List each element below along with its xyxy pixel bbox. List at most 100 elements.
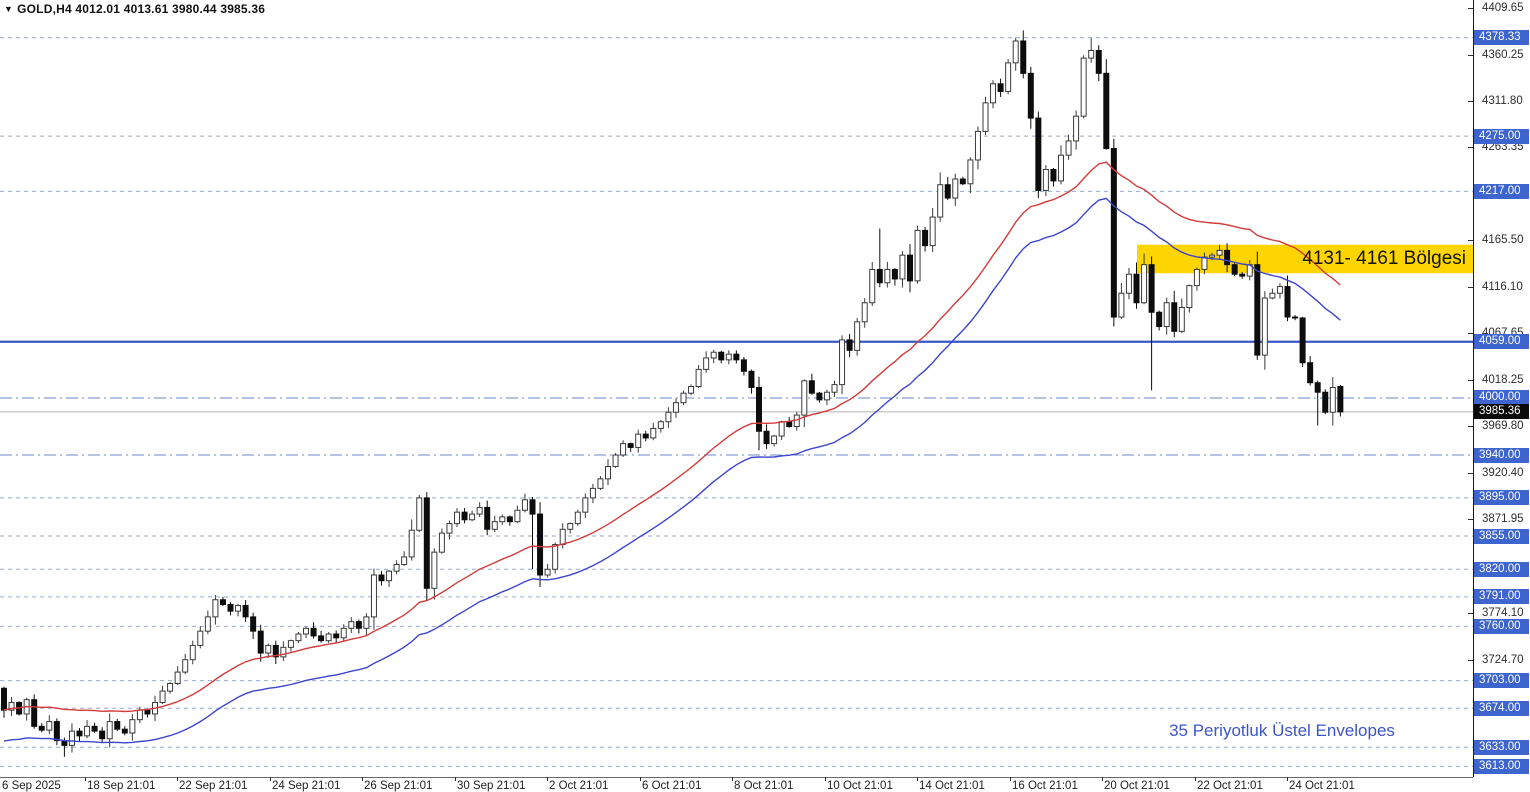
bear-candle xyxy=(537,513,544,576)
bear-candle xyxy=(333,633,340,639)
bear-candle xyxy=(76,730,83,737)
bull-candle xyxy=(597,478,604,489)
bull-candle xyxy=(325,633,332,642)
bull-candle xyxy=(84,725,91,737)
bull-candle xyxy=(1201,256,1208,270)
bull-candle xyxy=(514,509,521,523)
time-label: 2 Oct 21:01 xyxy=(549,780,609,792)
bull-candle xyxy=(831,384,838,393)
bear-candle xyxy=(250,616,257,632)
bull-candle xyxy=(46,721,53,731)
bull-candle xyxy=(386,570,393,582)
bear-candle xyxy=(763,430,770,445)
bull-candle xyxy=(982,102,989,132)
time-label: 16 Oct 21:01 xyxy=(1012,780,1078,792)
price-tick xyxy=(1468,7,1473,9)
time-tick xyxy=(455,777,456,781)
bull-candle xyxy=(801,380,808,416)
bear-candle xyxy=(53,721,60,742)
price-scale-label: 4165.50 xyxy=(1468,233,1530,248)
envelope-upper-line xyxy=(3,161,1341,713)
bull-candle xyxy=(1163,302,1170,328)
chart-title: ▼ GOLD,H4 4012.01 4013.61 3980.44 3985.36 xyxy=(4,2,265,16)
envelope-annotation-label[interactable]: 35 Periyotluk Üstel Envelopes xyxy=(1169,721,1395,740)
bear-candle xyxy=(1314,382,1321,393)
candlestick-plot[interactable] xyxy=(0,0,1473,777)
bear-candle xyxy=(891,268,898,280)
price-tick xyxy=(1468,239,1473,241)
bull-candle xyxy=(657,421,664,429)
bull-candle xyxy=(967,159,974,185)
time-label: 24 Oct 21:01 xyxy=(1289,780,1355,792)
bull-candle xyxy=(914,229,921,282)
price-tick xyxy=(1468,100,1473,102)
bear-candle xyxy=(355,621,362,629)
bull-candle xyxy=(605,465,611,480)
bull-candle xyxy=(672,402,679,413)
bull-candle xyxy=(8,702,15,711)
bull-candle xyxy=(574,511,581,525)
price-scale-label: 4360.25 xyxy=(1468,48,1530,63)
price-scale-label: 3871.95 xyxy=(1468,512,1530,527)
bull-candle xyxy=(1216,249,1223,256)
price-tick xyxy=(1468,426,1473,428)
bull-candle xyxy=(521,499,528,511)
bull-candle xyxy=(1329,386,1336,413)
price-scale-label: 3920.40 xyxy=(1468,466,1530,481)
bear-candle xyxy=(1337,386,1344,413)
bull-candle xyxy=(1276,286,1283,294)
time-label: 6 Sep 2025 xyxy=(2,780,61,792)
bear-candle xyxy=(740,359,747,372)
bear-candle xyxy=(1103,72,1110,150)
bull-candle xyxy=(401,556,408,566)
bull-candle xyxy=(1042,168,1049,191)
zone-annotation-label[interactable]: 4131- 4161 Bölgesi xyxy=(1302,248,1466,269)
time-tick xyxy=(1287,777,1288,781)
bear-candle xyxy=(1148,264,1155,313)
bull-candle xyxy=(1209,254,1215,258)
price-axis[interactable]: 4409.65 4360.25 4311.80 4263.35 4165.50 4116.… xyxy=(1468,0,1530,792)
level-price-label: 3820.00 xyxy=(1474,561,1529,577)
time-label: 18 Sep 21:01 xyxy=(87,780,156,792)
bull-candle xyxy=(265,644,272,654)
bear-candle xyxy=(786,421,793,427)
bear-candle xyxy=(1239,273,1246,277)
time-label: 8 Oct 21:01 xyxy=(734,780,794,792)
bear-candle xyxy=(642,433,649,439)
bull-candle xyxy=(1178,307,1185,332)
bear-candle xyxy=(1027,72,1034,119)
bear-candle xyxy=(114,721,121,730)
envelope-lower-line xyxy=(3,197,1341,744)
bull-candle xyxy=(340,627,347,639)
price-axis-line xyxy=(1473,0,1474,777)
bull-candle xyxy=(1193,268,1200,287)
bull-candle xyxy=(212,599,219,618)
bear-candle xyxy=(1050,168,1057,182)
bear-candle xyxy=(1299,317,1306,364)
price-tick xyxy=(1468,380,1473,382)
bear-candle xyxy=(91,725,98,732)
bull-candle xyxy=(129,719,136,734)
bull-candle xyxy=(159,690,166,704)
time-axis-line xyxy=(0,777,1473,778)
time-label: 26 Sep 21:01 xyxy=(364,780,433,792)
bull-candle xyxy=(136,709,143,721)
price-scale-label: 4263.35 xyxy=(1468,140,1530,155)
bear-candle xyxy=(1020,40,1027,74)
bull-candle xyxy=(1125,273,1132,294)
bull-candle xyxy=(1080,57,1087,117)
level-price-label: 4059.00 xyxy=(1474,334,1529,350)
time-axis[interactable]: 6 Sep 2025 18 Sep 21:01 22 Sep 21:01 24 Sep… xyxy=(0,777,1530,792)
bull-candle xyxy=(454,511,460,525)
bull-candle xyxy=(197,630,204,646)
level-price-label: 3613.00 xyxy=(1474,758,1529,774)
bull-candle xyxy=(431,551,438,589)
bull-candle xyxy=(582,497,589,513)
time-label: 6 Oct 21:01 xyxy=(642,780,702,792)
bull-candle xyxy=(416,497,423,531)
bear-candle xyxy=(1284,286,1291,318)
bull-candle xyxy=(1005,62,1012,92)
bull-candle xyxy=(235,604,242,612)
bull-candle xyxy=(552,544,559,570)
